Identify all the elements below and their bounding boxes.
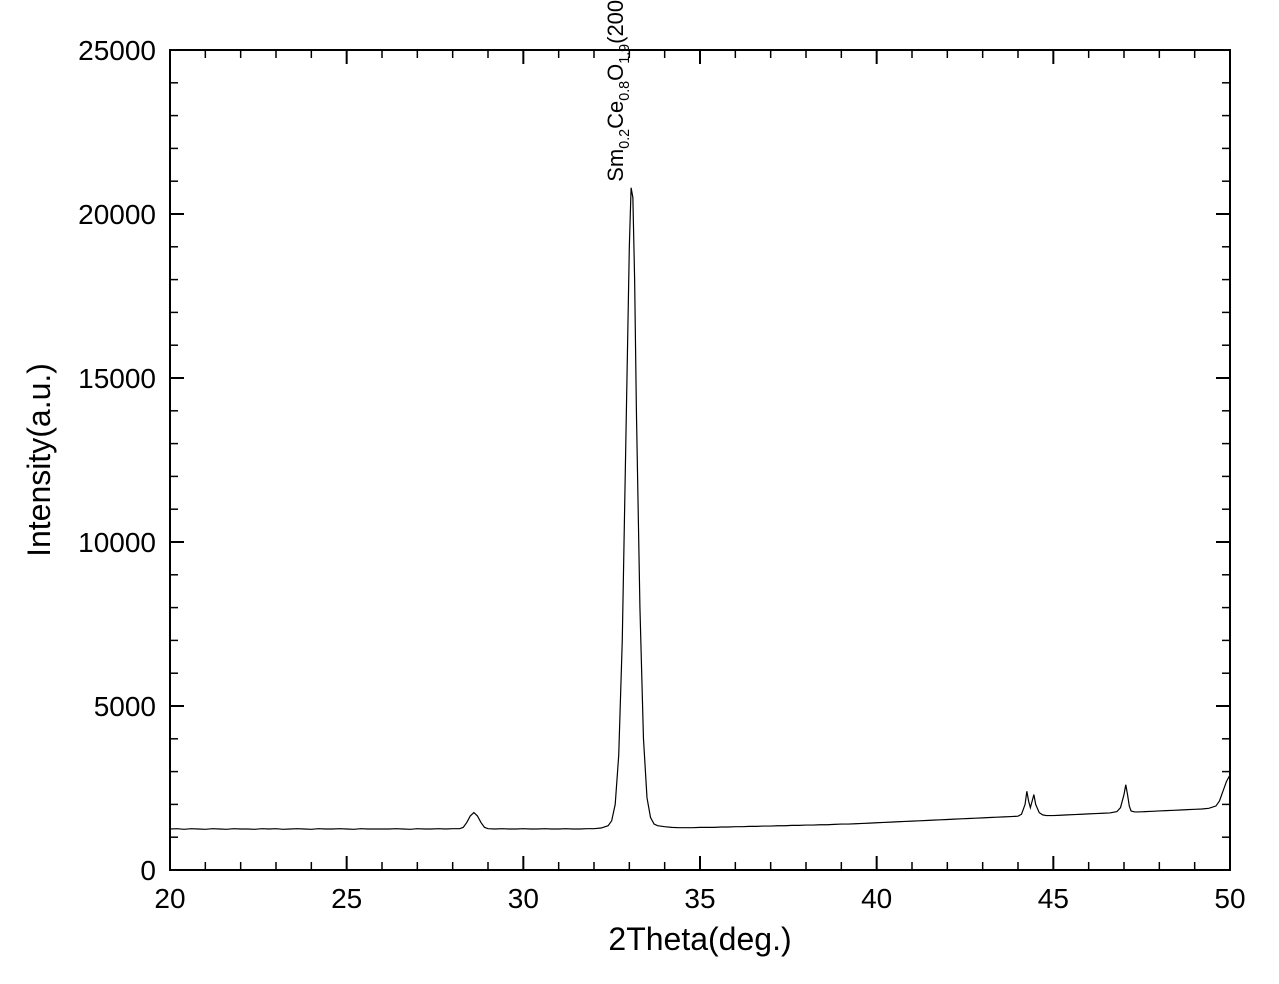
chart-svg: 20 25 30 35 40 45 50 0 5000 10000 15000 20000 25000 2…: [0, 0, 1279, 984]
svg-text:20000: 20000: [78, 199, 156, 230]
svg-text:2Theta(deg.): 2Theta(deg.): [608, 921, 791, 957]
svg-text:45: 45: [1038, 883, 1069, 914]
svg-text:15000: 15000: [78, 363, 156, 394]
svg-text:Sm0.2Ce0.8O1.9(200): Sm0.2Ce0.8O1.9(200): [603, 0, 633, 182]
svg-text:40: 40: [861, 883, 892, 914]
xrd-chart: 20 25 30 35 40 45 50 0 5000 10000 15000 20000 25000 2…: [0, 0, 1279, 984]
svg-text:30: 30: [508, 883, 539, 914]
svg-text:35: 35: [684, 883, 715, 914]
svg-text:0: 0: [140, 855, 156, 886]
svg-text:25: 25: [331, 883, 362, 914]
svg-text:50: 50: [1214, 883, 1245, 914]
svg-text:Intensity(a.u.): Intensity(a.u.): [21, 363, 57, 557]
svg-text:10000: 10000: [78, 527, 156, 558]
svg-text:5000: 5000: [94, 691, 156, 722]
svg-text:25000: 25000: [78, 35, 156, 66]
svg-text:20: 20: [154, 883, 185, 914]
